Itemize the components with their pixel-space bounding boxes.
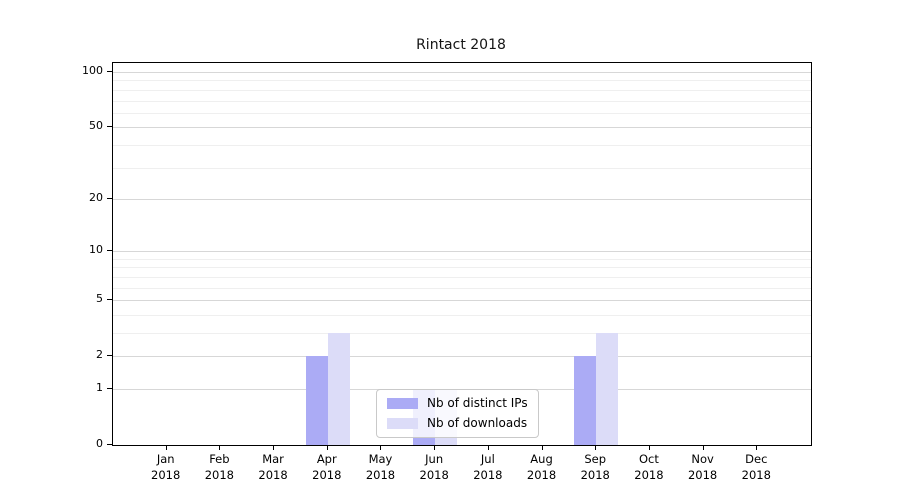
y-tick-label: 20 [89, 190, 103, 204]
x-tick-label: Feb 2018 [204, 452, 235, 482]
x-tick-mark [273, 445, 275, 450]
legend: Nb of distinct IPs Nb of downloads [376, 389, 539, 438]
y-tick-mark [107, 197, 112, 199]
x-tick-label: Dec 2018 [741, 452, 771, 482]
y-gridline-minor [113, 89, 811, 91]
x-tick-label: Sep 2018 [580, 452, 610, 482]
y-gridline-minor [113, 314, 811, 316]
x-tick-mark [165, 445, 167, 450]
legend-swatch-downloads [387, 418, 418, 429]
y-gridline [113, 127, 811, 129]
y-tick-label: 100 [82, 64, 103, 78]
x-tick-mark [219, 445, 221, 450]
bar-distinct-ips-apr [305, 356, 328, 445]
x-tick-label: Oct 2018 [634, 452, 664, 482]
y-tick-mark [107, 71, 112, 73]
y-gridline-minor [113, 287, 811, 289]
legend-label-distinct-ips: Nb of distinct IPs [427, 396, 528, 410]
y-gridline-minor [113, 100, 811, 102]
y-gridline-minor [113, 80, 811, 82]
y-gridline-minor [113, 144, 811, 146]
y-gridline [113, 251, 811, 253]
y-gridline [113, 300, 811, 302]
legend-swatch-distinct-ips [387, 398, 418, 409]
y-tick-label: 0 [96, 437, 103, 450]
legend-item-distinct-ips: Nb of distinct IPs [387, 396, 528, 411]
y-tick-mark [107, 299, 112, 301]
y-tick-label: 50 [89, 119, 103, 133]
chart-title: Rintact 2018 [416, 37, 506, 53]
bar-downloads-sep [596, 332, 619, 445]
y-tick-mark [107, 126, 112, 128]
y-gridline [113, 356, 811, 358]
y-tick-mark [107, 355, 112, 357]
x-tick-label: Jul 2018 [473, 452, 503, 482]
y-tick-label: 2 [96, 348, 103, 362]
y-tick-label: 1 [96, 380, 103, 394]
x-tick-mark [380, 445, 382, 450]
legend-item-downloads: Nb of downloads [387, 416, 528, 431]
y-gridline-minor [113, 258, 811, 260]
y-gridline [113, 72, 811, 74]
x-tick-label: Jun 2018 [419, 452, 449, 482]
x-tick-mark [756, 445, 758, 450]
y-gridline-minor [113, 267, 811, 269]
x-tick-mark [326, 445, 328, 450]
y-gridline [113, 198, 811, 200]
y-tick-label: 5 [96, 292, 103, 306]
y-tick-label: 10 [89, 243, 103, 257]
x-tick-mark [595, 445, 597, 450]
legend-label-downloads: Nb of downloads [427, 416, 528, 430]
x-tick-mark [702, 445, 704, 450]
x-tick-label: Aug 2018 [526, 452, 557, 482]
y-tick-mark [107, 250, 112, 252]
x-tick-mark [487, 445, 489, 450]
x-tick-label: May 2018 [365, 452, 396, 482]
y-tick-mark [107, 444, 112, 445]
x-tick-label: Jan 2018 [151, 452, 181, 482]
y-gridline-minor [113, 332, 811, 334]
x-tick-label: Apr 2018 [312, 452, 342, 482]
y-tick-mark [107, 387, 112, 389]
x-tick-mark [434, 445, 436, 450]
bar-downloads-apr [327, 332, 350, 445]
x-tick-label: Nov 2018 [687, 452, 718, 482]
y-gridline-minor [113, 276, 811, 278]
x-tick-mark [648, 445, 650, 450]
plot-area: Nb of distinct IPs Nb of downloads [112, 62, 812, 446]
y-gridline-minor [113, 112, 811, 114]
x-tick-mark [541, 445, 543, 450]
y-gridline-minor [113, 167, 811, 169]
x-tick-label: Mar 2018 [258, 452, 288, 482]
bar-distinct-ips-sep [574, 356, 597, 445]
